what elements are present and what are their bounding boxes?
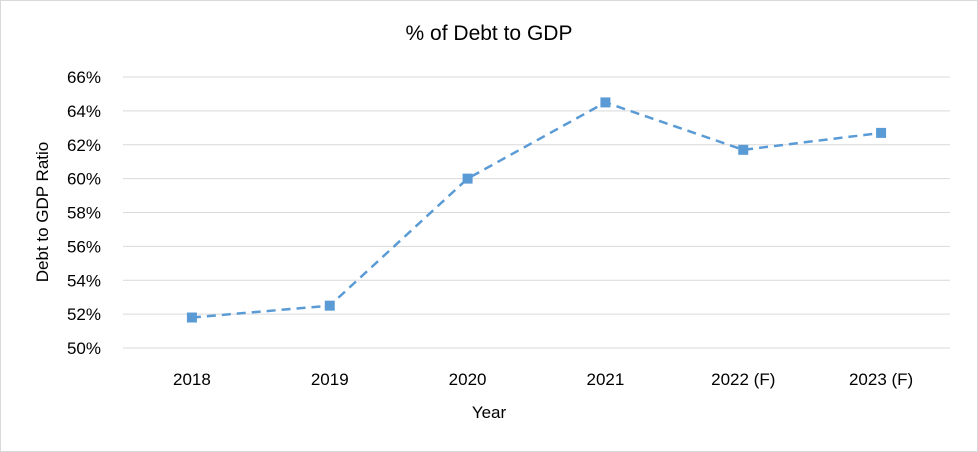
y-tick-label: 54%	[67, 271, 101, 290]
y-tick-label: 64%	[67, 102, 101, 121]
x-tick-label: 2019	[311, 370, 349, 389]
chart-title: % of Debt to GDP	[406, 22, 573, 45]
y-tick-label: 56%	[67, 237, 101, 256]
y-axis-label: Debt to GDP Ratio	[33, 142, 52, 282]
y-tick-label: 58%	[67, 204, 101, 223]
y-tick-label: 50%	[67, 339, 101, 358]
data-point-marker	[462, 173, 473, 184]
data-point-marker	[186, 312, 197, 323]
x-tick-label: 2023 (F)	[849, 370, 913, 389]
y-axis-ticks: 50% 52% 54% 56% 58% 60% 62% 64% 66%	[67, 68, 101, 358]
y-tick-label: 60%	[67, 170, 101, 189]
y-tick-label: 66%	[67, 68, 101, 87]
data-point-marker	[324, 300, 335, 311]
x-tick-label: 2021	[587, 370, 625, 389]
series-line	[186, 97, 887, 323]
data-point-marker	[738, 144, 749, 155]
data-point-marker	[876, 127, 887, 138]
gridlines	[123, 76, 950, 349]
y-tick-label: 52%	[67, 305, 101, 324]
x-axis-ticks: 2018 2019 2020 2021 2022 (F) 2023 (F)	[173, 370, 913, 389]
series-line-path	[191, 101, 882, 319]
data-point-marker	[600, 97, 611, 108]
y-tick-label: 62%	[67, 136, 101, 155]
x-tick-label: 2018	[173, 370, 211, 389]
x-axis-label: Year	[472, 403, 507, 422]
x-tick-label: 2022 (F)	[711, 370, 775, 389]
x-tick-label: 2020	[449, 370, 487, 389]
